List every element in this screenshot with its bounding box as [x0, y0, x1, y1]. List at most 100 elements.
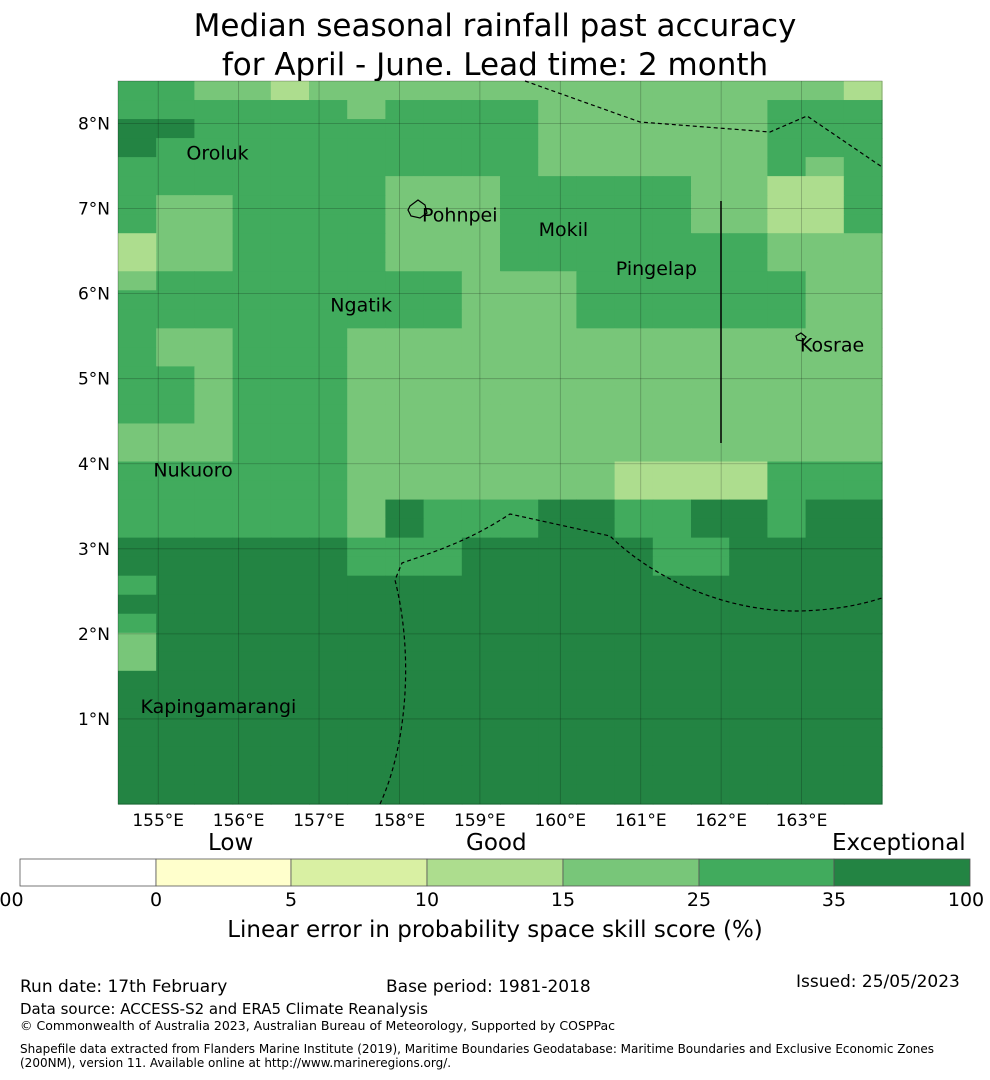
grid-cell — [232, 575, 272, 596]
colorbar-label: Linear error in probability space skill … — [227, 917, 763, 943]
grid-cell — [805, 708, 845, 729]
grid-cell — [461, 252, 501, 272]
grid-cell — [805, 100, 845, 120]
grid-cell — [270, 594, 310, 615]
grid-cell — [309, 290, 348, 310]
grid-cell — [156, 765, 195, 786]
grid-cell — [309, 252, 348, 272]
grid-cell — [423, 499, 463, 520]
grid-cell — [614, 594, 654, 615]
grid-cell — [843, 385, 883, 406]
grid-cell — [309, 176, 348, 196]
grid-cell — [270, 347, 310, 367]
grid-cell — [270, 613, 310, 634]
grid-cell — [118, 784, 157, 805]
grid-cell — [805, 499, 845, 520]
grid-cell — [805, 689, 845, 710]
grid-cell — [156, 594, 195, 615]
grid-cell — [843, 537, 883, 558]
grid-cell — [232, 271, 272, 291]
grid-cell — [309, 347, 348, 367]
latitude-label: 1°N — [78, 710, 110, 730]
longitude-label: 161°E — [615, 811, 667, 831]
grid-cell — [538, 632, 577, 653]
grid-cell — [652, 385, 692, 406]
grid-cell — [194, 347, 234, 367]
grid-cell — [805, 594, 845, 615]
place-label: Kosrae — [800, 335, 864, 357]
grid-cell — [500, 214, 539, 234]
grid-cell — [691, 176, 730, 196]
grid-cell — [347, 518, 386, 539]
colorbar-box — [155, 858, 292, 887]
grid-cell — [652, 537, 692, 558]
grid-cell — [576, 290, 616, 310]
grid-cell — [423, 271, 463, 291]
grid-cell — [652, 309, 692, 329]
grid-cell — [347, 328, 386, 348]
grid-cell — [805, 290, 845, 310]
grid-cell — [423, 765, 463, 786]
grid-cell — [500, 157, 539, 177]
grid-cell — [691, 233, 730, 253]
grid-cell — [423, 309, 463, 329]
grid-cell — [270, 138, 310, 158]
grid-cell — [270, 176, 310, 196]
grid-cell — [576, 651, 616, 672]
grid-cell — [118, 195, 157, 215]
grid-cell — [767, 309, 807, 329]
grid-cell — [385, 176, 425, 196]
grid-cell — [232, 518, 272, 539]
grid-cell — [232, 480, 272, 501]
grid-cell — [538, 328, 577, 348]
grid-cell — [194, 214, 234, 234]
grid-cell — [614, 309, 654, 329]
grid-cell — [805, 157, 845, 177]
grid-cell — [691, 328, 730, 348]
grid-cell — [843, 670, 883, 691]
grid-cell — [538, 689, 577, 710]
grid-cell — [843, 689, 883, 710]
longitude-label: 157°E — [293, 811, 345, 831]
grid-cell — [270, 765, 310, 786]
grid-cell — [270, 214, 310, 234]
grid-cell — [194, 537, 234, 558]
grid-cell — [652, 366, 692, 387]
grid-cell — [538, 385, 577, 406]
colorbar-box — [290, 858, 428, 887]
shapefile-credit-line-1: Shapefile data extracted from Flanders M… — [20, 1042, 935, 1056]
issued-date: Issued: 25/05/2023 — [796, 972, 960, 992]
grid-cell — [347, 138, 386, 158]
grid-cell — [729, 309, 768, 329]
grid-cell — [385, 309, 425, 329]
grid-cell — [805, 784, 845, 805]
grid-cell — [500, 708, 539, 729]
grid-cell — [729, 81, 768, 101]
grid-cell — [500, 575, 539, 596]
grid-cell — [767, 252, 807, 272]
grid-cell — [156, 537, 195, 558]
grid-cell — [156, 727, 195, 748]
grid-cell — [156, 461, 195, 482]
grid-cell — [156, 385, 195, 406]
grid-cell — [576, 328, 616, 348]
grid-cell — [194, 708, 234, 729]
grid-cell — [767, 442, 807, 463]
grid-cell — [461, 119, 501, 139]
grid-cell — [156, 100, 195, 120]
grid-cell — [194, 651, 234, 672]
grid-cell — [843, 309, 883, 329]
grid-cell — [156, 233, 195, 253]
grid-cell — [347, 613, 386, 634]
chart-title-line-2: for April - June. Lead time: 2 month — [221, 47, 769, 83]
grid-cell — [194, 632, 234, 653]
grid-cell — [118, 385, 157, 406]
grid-cell — [767, 385, 807, 406]
grid-cell — [767, 594, 807, 615]
grid-cell — [385, 195, 425, 215]
grid-cell — [385, 214, 425, 234]
grid-cell — [194, 195, 234, 215]
grid-cell — [805, 309, 845, 329]
grid-cell — [614, 670, 654, 691]
grid-cell — [194, 727, 234, 748]
